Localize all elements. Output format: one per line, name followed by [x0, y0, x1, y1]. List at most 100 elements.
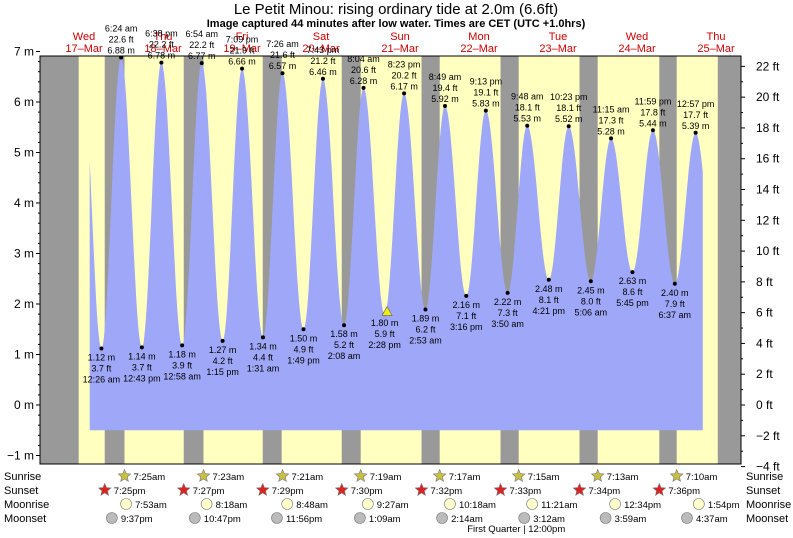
moonrise-moon [693, 498, 705, 510]
high-tide-ft: 17.3 ft [599, 115, 625, 125]
low-tide-point [464, 293, 469, 298]
high-tide-time: 7:26 am [266, 39, 299, 49]
moonrise-time: 8:48am [296, 500, 328, 511]
low-tide-point [260, 335, 265, 340]
high-tide-ft: 22.6 ft [109, 35, 135, 45]
day-name: Sun [390, 31, 410, 43]
y-tick-label-ft: 18 ft [756, 121, 780, 135]
sunset-star [176, 482, 191, 496]
high-tide-m: 5.53 m [513, 114, 541, 124]
high-tide-m: 5.52 m [555, 114, 583, 124]
moonrise-time: 10:18am [459, 500, 496, 511]
y-tick-label-ft: 10 ft [756, 244, 780, 258]
high-tide-m: 5.83 m [472, 99, 500, 109]
high-tide-m: 6.57 m [269, 61, 297, 71]
high-tide-m: 6.77 m [188, 51, 216, 61]
high-tide-point [199, 61, 204, 66]
low-tide-point [423, 307, 428, 312]
high-tide-m: 6.88 m [107, 46, 135, 56]
y-tick-label-m: 2 m [14, 297, 34, 311]
high-tide-ft: 21.2 ft [310, 56, 336, 66]
high-tide-m: 6.17 m [390, 81, 418, 91]
row-label-right-sunrise: Sunrise [746, 471, 783, 483]
y-tick-label-ft: 16 ft [756, 152, 780, 166]
low-tide-ft: 8.0 ft [581, 296, 602, 306]
sunrise-star [432, 468, 447, 482]
sunrise-time: 7:19am [370, 472, 402, 483]
high-tide-m: 6.78 m [148, 51, 176, 61]
sunrise-star [590, 468, 605, 482]
y-tick-label-m: 6 m [14, 95, 34, 109]
y-tick-label-m: 5 m [14, 146, 34, 160]
high-tide-m: 6.66 m [228, 57, 256, 67]
low-tide-point [505, 290, 510, 295]
axes: −1 m 0 m 1 m 2 m 3 m 4 m 5 m 6 m 7 m −4 ft −2 ft 0 … [7, 45, 780, 474]
day-name: Fri [236, 31, 249, 43]
moonrise-moon [526, 498, 538, 510]
high-tide-point [566, 124, 571, 129]
low-tide-m: 1.50 m [290, 333, 318, 343]
moonrise-moon [444, 498, 456, 510]
low-tide-time: 3:16 pm [450, 322, 483, 332]
low-tide-ft: 3.7 ft [91, 363, 112, 373]
y-tick-label-ft: −4 ft [756, 460, 780, 474]
sunset-star [334, 482, 349, 496]
high-tide-point [119, 55, 124, 60]
moonset-moon [599, 512, 612, 524]
low-tide-point [342, 323, 347, 328]
row-label-left-moonrise: Moonrise [4, 499, 49, 511]
tide-area [89, 57, 703, 431]
y-tick-label-m: 1 m [14, 348, 34, 362]
row-label-right-moonrise: Moonrise [746, 499, 791, 511]
moonset-time: 10:47pm [204, 514, 241, 525]
sunrise-star [353, 468, 368, 482]
y-tick-label-ft: 8 ft [756, 275, 773, 289]
low-tide-point [220, 338, 225, 343]
high-tide-ft: 22.2 ft [189, 40, 215, 50]
high-tide-point [693, 130, 698, 135]
low-tide-point [672, 281, 677, 286]
y-tick-label-ft: 12 ft [756, 213, 780, 227]
current-tide-marker [381, 305, 393, 316]
low-tide-m: 2.16 m [452, 300, 480, 310]
low-tide-ft: 8.6 ft [622, 287, 643, 297]
day-name: Tue [549, 31, 568, 43]
high-tide-time: 12:57 pm [677, 99, 715, 109]
low-tide-time: 4:21 pm [533, 306, 566, 316]
moonset-moon [436, 512, 448, 524]
low-tide-m: 2.40 m [661, 288, 689, 298]
sunrise-time: 7:23am [212, 472, 244, 483]
sunrise-star [275, 468, 290, 482]
low-tide-m: 1.89 m [412, 314, 440, 324]
moonrise-time: 12:34pm [624, 500, 661, 511]
high-tide-m: 6.28 m [350, 76, 378, 86]
sunset-time: 7:25pm [114, 486, 146, 497]
high-tide-point [361, 85, 366, 90]
low-tide-point [546, 277, 551, 282]
moonset-moon [518, 512, 531, 524]
low-tide-ft: 4.9 ft [293, 344, 314, 354]
high-tide-time: 11:59 pm [634, 96, 671, 106]
low-tide-ft: 3.9 ft [172, 360, 193, 370]
high-tide-time: 7:43 pm [307, 45, 340, 55]
sunrise-star [669, 468, 684, 482]
high-tide-point [402, 91, 407, 96]
day-date: 22–Mar [460, 43, 498, 55]
low-tide-time: 5:06 am [575, 307, 608, 317]
moonset-time: 4:37am [696, 514, 728, 525]
low-tide-m: 2.48 m [535, 284, 563, 294]
high-tide-ft: 19.4 ft [432, 83, 458, 93]
tide-curve [89, 57, 703, 431]
moonset-moon [271, 512, 283, 524]
day-name: Mon [468, 31, 489, 43]
high-tide-ft: 17.7 ft [683, 110, 709, 120]
low-tide-point [301, 327, 306, 332]
y-tick-label-ft: 6 ft [756, 306, 773, 320]
high-tide-m: 5.44 m [639, 118, 667, 128]
high-tide-ft: 18.1 ft [515, 103, 541, 113]
low-tide-ft: 7.1 ft [456, 311, 477, 321]
sunrise-time: 7:17am [449, 472, 481, 483]
sunrise-time: 7:13am [607, 472, 639, 483]
high-tide-point [442, 104, 447, 109]
